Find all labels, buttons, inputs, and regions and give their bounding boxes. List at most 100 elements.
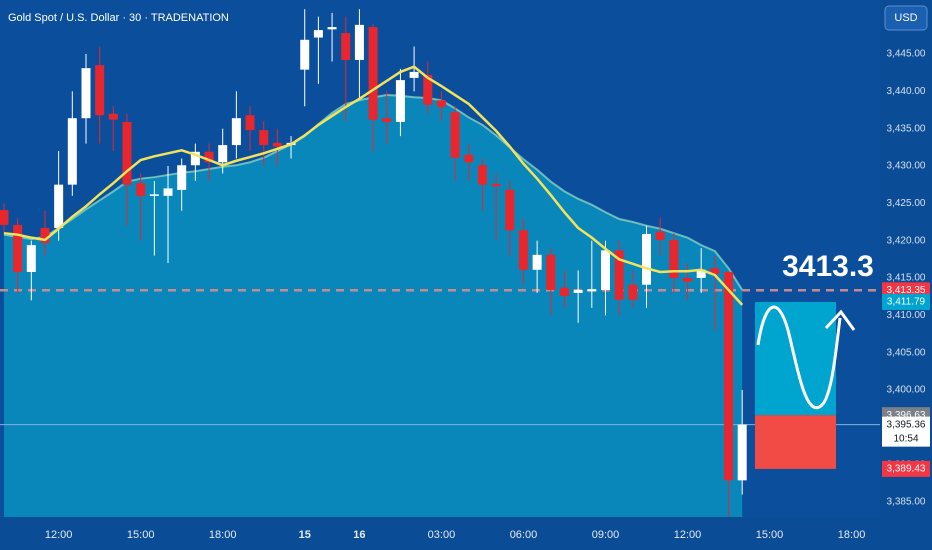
- candle-body: [54, 184, 64, 228]
- forecast-arrow: [756, 305, 842, 410]
- candle-body: [477, 165, 487, 185]
- x-tick-label: 06:00: [510, 529, 538, 541]
- candle-body: [628, 284, 638, 300]
- y-tick-label: 3,410.00: [887, 310, 926, 321]
- y-tick-label: 3,435.00: [887, 123, 926, 134]
- price-axis: [880, 0, 932, 550]
- y-tick-label: 3,440.00: [887, 86, 926, 97]
- candle-body: [13, 224, 23, 273]
- candle-body: [409, 71, 419, 78]
- candle-body: [259, 130, 269, 146]
- axes: 3,385.003,390.003,395.003,400.003,405.00…: [45, 49, 930, 541]
- currency-label[interactable]: USD: [894, 12, 917, 24]
- candle-body: [218, 145, 228, 163]
- candle-body: [518, 230, 528, 270]
- candle-body: [341, 33, 351, 60]
- candle-body: [368, 27, 378, 120]
- price-marker: [882, 293, 930, 310]
- candle-body: [177, 165, 187, 190]
- y-tick-label: 3,430.00: [887, 161, 926, 172]
- plot-area: 3413.3: [0, 9, 880, 518]
- currency-button[interactable]: [884, 5, 928, 31]
- candle-body: [436, 100, 446, 107]
- candle-body: [683, 277, 693, 282]
- candle-body: [600, 250, 610, 290]
- price-marker-label: 3,389.43: [887, 464, 926, 475]
- x-tick-label: 15:00: [127, 529, 155, 541]
- candle-body: [136, 183, 146, 196]
- candle-body: [272, 142, 282, 147]
- x-tick-label: 03:00: [428, 529, 456, 541]
- price-marker: [882, 460, 930, 477]
- candle-body: [149, 194, 159, 196]
- band-area: [3, 95, 743, 518]
- candle-body: [40, 227, 50, 243]
- price-marker-label: 3,413.35: [887, 285, 926, 296]
- candle-body: [546, 254, 556, 290]
- candle-body: [724, 272, 734, 481]
- candle-body: [313, 30, 323, 38]
- chart-title: Gold Spot / U.S. Dollar · 30 · TRADENATI…: [8, 12, 229, 24]
- candle-body: [423, 74, 433, 105]
- candle-body: [81, 68, 91, 119]
- forecast-arrowhead: [824, 309, 856, 331]
- candle-body: [464, 154, 474, 163]
- x-tick-label: 18:00: [838, 529, 866, 541]
- candle-body: [395, 80, 405, 122]
- candle-body: [26, 245, 36, 273]
- candle-body: [0, 210, 9, 225]
- candle-body: [655, 231, 665, 240]
- candle-body: [737, 424, 747, 481]
- candle-body: [163, 188, 173, 196]
- price-marker-label: 3,396.63: [887, 410, 926, 421]
- moving-average: [3, 65, 744, 306]
- time-axis: [0, 517, 880, 550]
- candle-body: [122, 121, 132, 185]
- candle-body: [491, 183, 501, 187]
- x-tick-label: 18:00: [209, 529, 237, 541]
- annotation: 3413.3: [782, 250, 874, 283]
- x-tick-label: 12:00: [45, 529, 73, 541]
- candle-body: [95, 65, 105, 116]
- countdown-label: 10:54: [893, 433, 918, 444]
- candle-body: [382, 118, 392, 122]
- y-tick-label: 3,400.00: [887, 385, 926, 396]
- candle-body: [190, 151, 200, 166]
- candle-body: [450, 112, 460, 158]
- candle-body: [614, 250, 624, 300]
- candle-body: [231, 118, 241, 146]
- candle-body: [696, 269, 706, 278]
- candle-body: [204, 151, 214, 163]
- x-tick-label: 09:00: [592, 529, 620, 541]
- candle-body: [710, 268, 720, 275]
- price-marker-label: 3,411.79: [887, 297, 926, 308]
- candle-body: [573, 289, 583, 293]
- candle-body: [327, 27, 337, 30]
- current-price-marker: [882, 416, 930, 447]
- candle-body: [505, 189, 515, 231]
- candle-body: [669, 239, 679, 278]
- position-stop: [755, 415, 836, 469]
- y-tick-label: 3,445.00: [887, 49, 926, 60]
- candle-body: [245, 115, 255, 131]
- x-tick-label: 12:00: [674, 529, 702, 541]
- y-tick-label: 3,420.00: [887, 235, 926, 246]
- x-tick-label: 15:00: [756, 529, 784, 541]
- candle-body: [108, 113, 118, 120]
- current-price-label: 3,395.36: [887, 419, 926, 430]
- candle-body: [641, 233, 651, 285]
- x-tick-label: 15: [299, 529, 311, 541]
- y-tick-label: 3,425.00: [887, 198, 926, 209]
- y-tick-label: 3,385.00: [887, 497, 926, 508]
- candle-body: [354, 24, 364, 60]
- candle-body: [300, 39, 310, 70]
- candle-body: [532, 254, 542, 270]
- candle-body: [587, 289, 597, 292]
- x-tick-label: 16: [353, 529, 365, 541]
- candle-body: [67, 118, 77, 185]
- y-tick-label: 3,415.00: [887, 273, 926, 284]
- y-tick-label: 3,405.00: [887, 347, 926, 358]
- candle-body: [559, 287, 569, 296]
